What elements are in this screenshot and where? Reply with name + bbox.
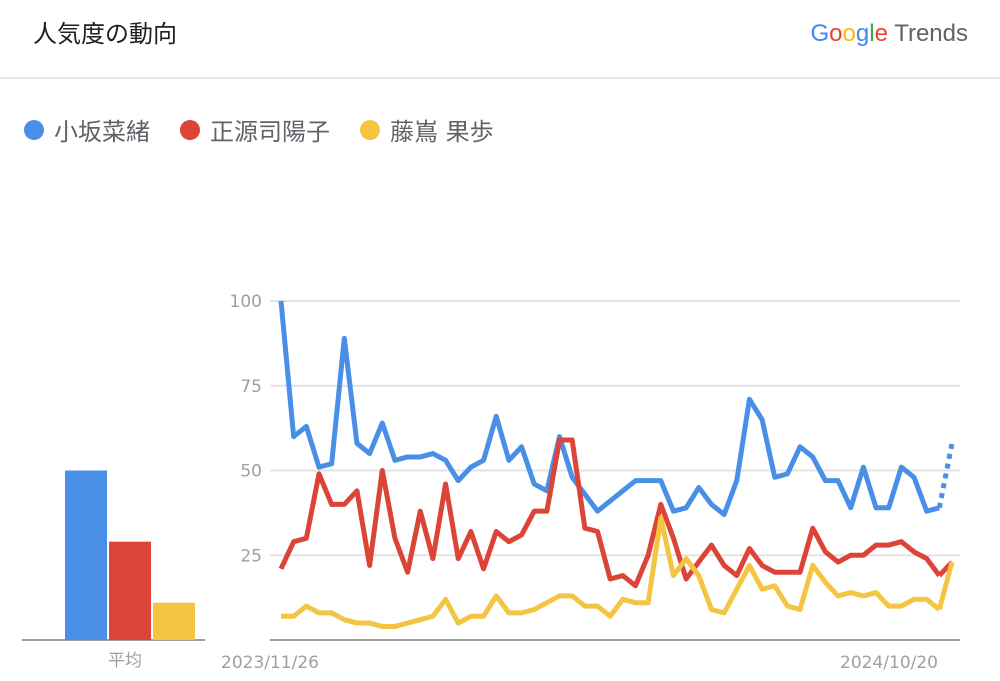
x-tick-label: 2024/10/20	[840, 653, 938, 673]
y-tick-label: 100	[230, 292, 262, 312]
logo-trends: Trends	[894, 20, 968, 47]
series-partial-segment-1	[936, 442, 955, 509]
legend-item[interactable]: 正源司陽子	[180, 112, 330, 147]
y-tick-label: 75	[240, 377, 262, 397]
bar-1[interactable]	[65, 470, 107, 641]
series-line-3[interactable]	[281, 515, 941, 629]
bar-2[interactable]	[109, 541, 151, 640]
legend-item[interactable]: 藤嶌 果歩	[360, 112, 494, 147]
page-title: 人気度の動向	[33, 20, 177, 48]
legend-item[interactable]: 小坂菜緒	[24, 112, 150, 147]
x-tick-label: 2023/11/26	[221, 653, 319, 673]
series-line-2[interactable]	[278, 437, 942, 589]
series-partial-segment-3	[936, 561, 955, 611]
header-divider	[0, 77, 1000, 79]
logo-google: Google	[810, 20, 888, 47]
legend-dot-red	[180, 119, 200, 140]
bar-axis-label: 平均	[108, 651, 142, 671]
legend-dot-yellow	[360, 119, 380, 140]
legend-label: 小坂菜緒	[54, 118, 150, 146]
y-tick-label: 50	[240, 462, 262, 482]
legend-label: 藤嶌 果歩	[390, 118, 494, 146]
legend-dot-blue	[24, 119, 44, 140]
legend-label: 正源司陽子	[210, 118, 330, 146]
series-line-1[interactable]	[278, 300, 940, 518]
y-tick-label: 25	[240, 546, 262, 566]
google-trends-logo: Google Trends	[811, 20, 969, 48]
bar-3[interactable]	[153, 602, 195, 640]
legend: 小坂菜緒 正源司陽子 藤嶌 果歩	[24, 112, 494, 147]
